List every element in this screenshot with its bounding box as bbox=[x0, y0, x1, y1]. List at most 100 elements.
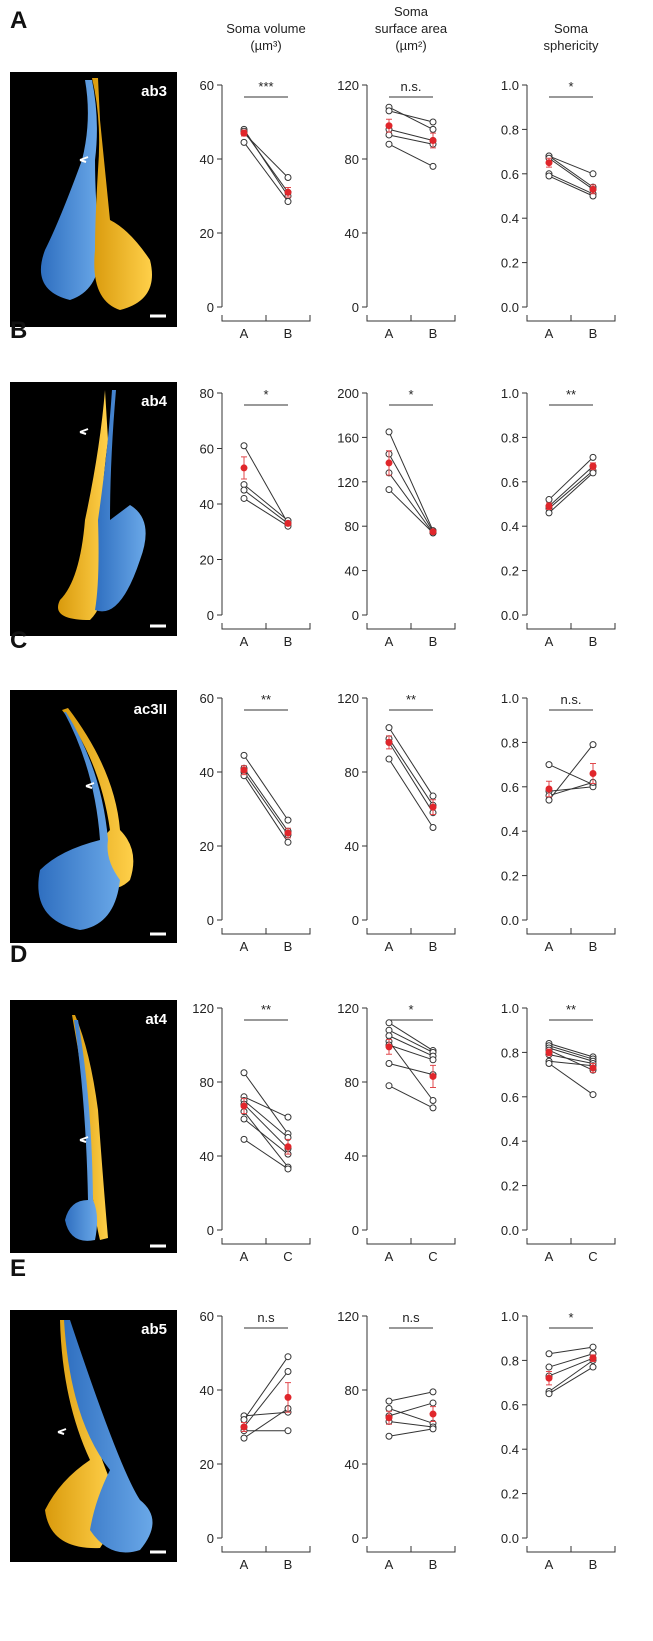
significance-label: ** bbox=[566, 1002, 576, 1017]
data-point bbox=[284, 1427, 292, 1435]
data-point bbox=[545, 1060, 553, 1067]
data-point bbox=[284, 198, 292, 206]
y-tick-label: 120 bbox=[337, 691, 359, 706]
data-point bbox=[429, 1425, 437, 1433]
data-point bbox=[240, 1135, 248, 1143]
panel-label: C bbox=[10, 627, 27, 654]
pair-line bbox=[243, 484, 289, 522]
x-tick-label: B bbox=[284, 326, 293, 341]
panel-label: E bbox=[10, 1255, 26, 1282]
mean-point bbox=[545, 159, 553, 167]
mean-point bbox=[240, 464, 248, 472]
pair-line bbox=[388, 1408, 434, 1424]
column-header: (µm²) bbox=[395, 38, 426, 53]
pair-line bbox=[388, 143, 434, 167]
y-tick-label: 60 bbox=[200, 442, 214, 457]
y-tick-label: 0 bbox=[352, 300, 359, 315]
y-tick-label: 120 bbox=[337, 1001, 359, 1016]
y-tick-label: 120 bbox=[337, 475, 359, 490]
data-point bbox=[545, 1363, 553, 1371]
mean-point bbox=[589, 769, 597, 777]
pair-line bbox=[548, 155, 594, 175]
y-tick-label: 120 bbox=[337, 1309, 359, 1324]
pair-line bbox=[243, 132, 289, 178]
data-point bbox=[240, 751, 248, 759]
y-tick-label: 40 bbox=[200, 152, 214, 167]
y-tick-label: 0 bbox=[352, 608, 359, 623]
image-c bbox=[10, 690, 177, 943]
panel-label: D bbox=[10, 941, 27, 968]
significance-label: n.s. bbox=[561, 692, 582, 707]
pair-line bbox=[388, 1428, 434, 1437]
data-point bbox=[429, 1104, 437, 1112]
data-point bbox=[284, 1353, 292, 1361]
pair-line bbox=[548, 781, 594, 797]
x-tick-label: A bbox=[240, 326, 249, 341]
x-tick-label: A bbox=[385, 939, 394, 954]
pair-line bbox=[548, 1346, 594, 1355]
pair-line bbox=[388, 1420, 434, 1428]
x-axis-bracket bbox=[366, 315, 456, 322]
pair-line bbox=[548, 1054, 594, 1064]
x-axis-bracket bbox=[221, 1238, 311, 1245]
pair-line bbox=[243, 1356, 289, 1420]
y-tick-label: 80 bbox=[345, 1383, 359, 1398]
pair-line bbox=[548, 1060, 594, 1067]
pair-line bbox=[243, 142, 289, 202]
y-tick-label: 0.4 bbox=[501, 519, 519, 534]
y-tick-label: 20 bbox=[200, 553, 214, 568]
pair-line bbox=[243, 771, 289, 836]
pair-line bbox=[388, 742, 434, 813]
pair-line bbox=[243, 498, 289, 527]
y-tick-label: 80 bbox=[200, 1075, 214, 1090]
data-point bbox=[240, 486, 248, 494]
significance-label: * bbox=[263, 387, 268, 402]
x-tick-label: A bbox=[240, 634, 249, 649]
pair-line bbox=[243, 1408, 289, 1439]
data-point bbox=[589, 741, 597, 749]
x-tick-label: A bbox=[240, 939, 249, 954]
image-label: at4 bbox=[145, 1011, 167, 1028]
y-tick-label: 40 bbox=[345, 226, 359, 241]
x-tick-label: C bbox=[283, 1249, 292, 1264]
y-tick-label: 80 bbox=[345, 765, 359, 780]
data-point bbox=[545, 172, 553, 180]
y-tick-label: 0 bbox=[207, 913, 214, 928]
mean-point bbox=[385, 1414, 393, 1422]
significance-label: ** bbox=[261, 692, 271, 707]
mean-point bbox=[284, 188, 292, 196]
pair-line bbox=[548, 1359, 594, 1392]
data-point bbox=[429, 118, 437, 126]
data-point bbox=[429, 1056, 437, 1064]
pair-line bbox=[548, 744, 594, 801]
x-tick-label: B bbox=[429, 1557, 438, 1572]
x-axis-bracket bbox=[366, 623, 456, 630]
pair-line bbox=[388, 106, 434, 130]
data-point bbox=[385, 428, 393, 436]
data-point bbox=[385, 724, 393, 732]
image-label: ab3 bbox=[141, 83, 167, 100]
y-tick-label: 0.4 bbox=[501, 824, 519, 839]
pair-line bbox=[388, 727, 434, 797]
y-tick-label: 40 bbox=[345, 839, 359, 854]
y-tick-label: 120 bbox=[192, 1001, 214, 1016]
pair-line bbox=[548, 1063, 594, 1095]
mean-point bbox=[545, 1048, 553, 1056]
y-tick-label: 60 bbox=[200, 1309, 214, 1324]
data-point bbox=[545, 796, 553, 804]
data-point bbox=[429, 1399, 437, 1407]
image-label: ab4 bbox=[141, 393, 168, 410]
y-tick-label: 0 bbox=[207, 1223, 214, 1238]
column-header: Soma bbox=[394, 4, 429, 19]
data-point bbox=[284, 1113, 292, 1121]
pair-line bbox=[243, 1371, 289, 1428]
x-tick-label: A bbox=[545, 326, 554, 341]
x-tick-label: B bbox=[284, 1557, 293, 1572]
x-tick-label: A bbox=[240, 1249, 249, 1264]
y-tick-label: 200 bbox=[337, 386, 359, 401]
data-point bbox=[589, 1343, 597, 1351]
x-axis-bracket bbox=[526, 315, 616, 322]
column-header: Soma volume bbox=[226, 21, 305, 36]
data-point bbox=[589, 469, 597, 477]
x-tick-label: B bbox=[429, 326, 438, 341]
